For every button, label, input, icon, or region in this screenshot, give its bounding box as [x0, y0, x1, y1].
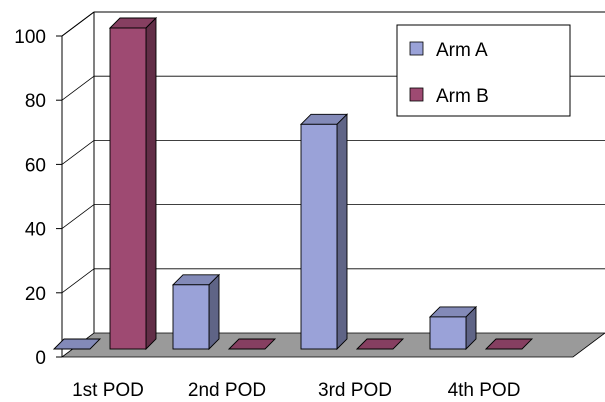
x-category-label: 2nd POD [188, 380, 266, 401]
bar-arm-b-3rd-pod [355, 338, 405, 350]
y-tick-label: 80 [25, 91, 46, 112]
legend-label-arm-b: Arm B [436, 86, 489, 107]
gridline-side [61, 75, 95, 101]
legend-label-arm-a: Arm A [436, 40, 488, 61]
gridline-side [61, 268, 95, 294]
bar-front [300, 123, 338, 350]
bar-top [484, 338, 534, 350]
bar-front [109, 27, 147, 350]
bar-arm-a-2nd-pod [171, 273, 221, 351]
bar-top [355, 338, 405, 350]
legend-swatch-arm-b [409, 87, 424, 102]
x-category-label: 1st POD [72, 380, 144, 401]
bar-arm-b-1st-pod [108, 16, 158, 351]
y-tick-label: 40 [25, 220, 46, 241]
y-tick-label: 60 [25, 155, 46, 176]
x-category-label: 3rd POD [318, 380, 392, 401]
bar-arm-a-3rd-pod [299, 113, 349, 351]
gridline-side [61, 11, 95, 37]
gridline-side [61, 140, 95, 165]
bar-front [172, 284, 210, 350]
bar-arm-b-4th-pod [484, 338, 534, 350]
bar-side [336, 113, 348, 351]
y-tick-label: 100 [14, 27, 46, 48]
bar-side [145, 16, 157, 351]
bar-arm-a-4th-pod [428, 305, 478, 351]
legend: Arm A Arm B [396, 24, 571, 117]
gridline-side [61, 204, 95, 229]
legend-swatch-arm-a [409, 41, 424, 56]
bar-top [227, 338, 277, 350]
bar-top [52, 338, 102, 350]
bar-arm-a-1st-pod [52, 338, 102, 350]
y-tick-label: 20 [25, 284, 46, 305]
bar-arm-b-2nd-pod [227, 338, 277, 350]
legend-box [396, 24, 571, 117]
y-tick-label: 0 [35, 348, 46, 369]
x-category-label: 4th POD [448, 380, 521, 401]
bar-front [429, 316, 467, 350]
bar-side [208, 273, 220, 351]
